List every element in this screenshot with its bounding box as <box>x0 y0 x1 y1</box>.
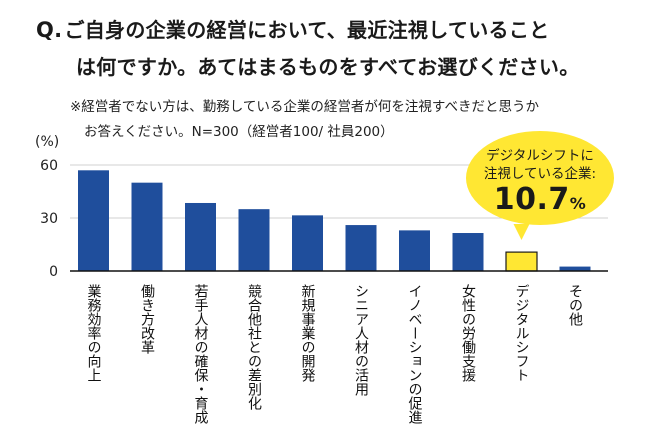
bar-4 <box>238 209 270 271</box>
category-label-3: 若手人材の確保・育成 <box>192 284 209 424</box>
category-label-1: 業務効率の向上 <box>85 284 102 382</box>
category-label-9: デジタルシフト <box>513 284 530 382</box>
bar-3 <box>185 202 216 271</box>
bar-5 <box>292 215 323 271</box>
question-line-1: Q. ご自身の企業の経営において、最近注視していること <box>36 14 549 43</box>
question-mark: Q. <box>36 18 63 42</box>
category-label-2: 働き方改革 <box>139 284 155 354</box>
category-label-7: イノベーションの促進 <box>406 284 423 424</box>
bar-9 <box>505 251 538 272</box>
callout-bubble: デジタルシフトに 注視している企業: 10.7% <box>465 128 615 228</box>
y-tick-label-0: 0 <box>49 264 58 280</box>
note-line-2: お答えください。N=300（経営者100/ 社員200） <box>84 124 394 140</box>
bar-7 <box>399 230 430 271</box>
bar-10 <box>559 266 591 271</box>
y-tick-label-60: 60 <box>40 158 58 174</box>
callout-shape <box>466 131 614 225</box>
bar-2 <box>131 182 163 271</box>
bar-6 <box>345 225 377 271</box>
question-text-1: ご自身の企業の経営において、最近注視していること <box>64 18 550 42</box>
y-axis-unit: (%) <box>35 134 59 150</box>
note-line-1: ※経営者でない方は、勤務している企業の経営者が何を注視すべきだと思うか <box>70 99 539 115</box>
callout-value: 10.7% <box>465 182 615 217</box>
bar-8 <box>452 233 484 271</box>
category-label-8: 女性の労働支援 <box>460 284 476 382</box>
callout-pointer <box>513 224 530 240</box>
callout-line-1: デジタルシフトに <box>486 148 594 164</box>
callout-ellipse <box>466 131 614 225</box>
callout-value-number: 10.7 <box>493 182 570 217</box>
category-label-4: 競合他社との差別化 <box>246 284 262 410</box>
category-label-5: 新規事業の開発 <box>299 284 316 382</box>
category-label-6: シニア人材の活用 <box>353 284 369 396</box>
category-label-10: その他 <box>567 284 583 326</box>
callout-value-unit: % <box>569 194 587 213</box>
question-line-2: は何ですか。あてはまるものをすべてお選びください。 <box>76 55 580 79</box>
bar-1 <box>78 170 109 271</box>
callout-line-2: 注視している企業: <box>483 166 597 182</box>
y-tick-label-30: 30 <box>40 211 58 227</box>
